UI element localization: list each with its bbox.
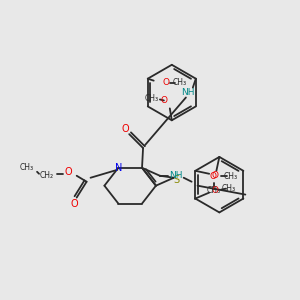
Text: O: O: [122, 124, 129, 134]
Text: O: O: [162, 78, 169, 87]
Text: CH₃: CH₃: [172, 78, 187, 87]
Text: CH₂: CH₂: [40, 171, 54, 180]
Text: O: O: [65, 167, 73, 177]
Text: CH₃: CH₃: [20, 163, 34, 172]
Text: O: O: [212, 171, 219, 180]
Text: CH₃: CH₃: [222, 184, 236, 193]
Text: CH₃: CH₃: [224, 172, 238, 181]
Text: NH: NH: [181, 88, 195, 97]
Text: CH₃: CH₃: [206, 186, 220, 195]
Text: O: O: [212, 186, 219, 195]
Text: N: N: [115, 163, 122, 173]
Text: S: S: [174, 175, 180, 185]
Text: O: O: [210, 172, 217, 181]
Text: O: O: [71, 200, 79, 209]
Text: NH: NH: [169, 171, 182, 180]
Text: CH₃: CH₃: [145, 94, 159, 103]
Text: O: O: [160, 96, 167, 105]
